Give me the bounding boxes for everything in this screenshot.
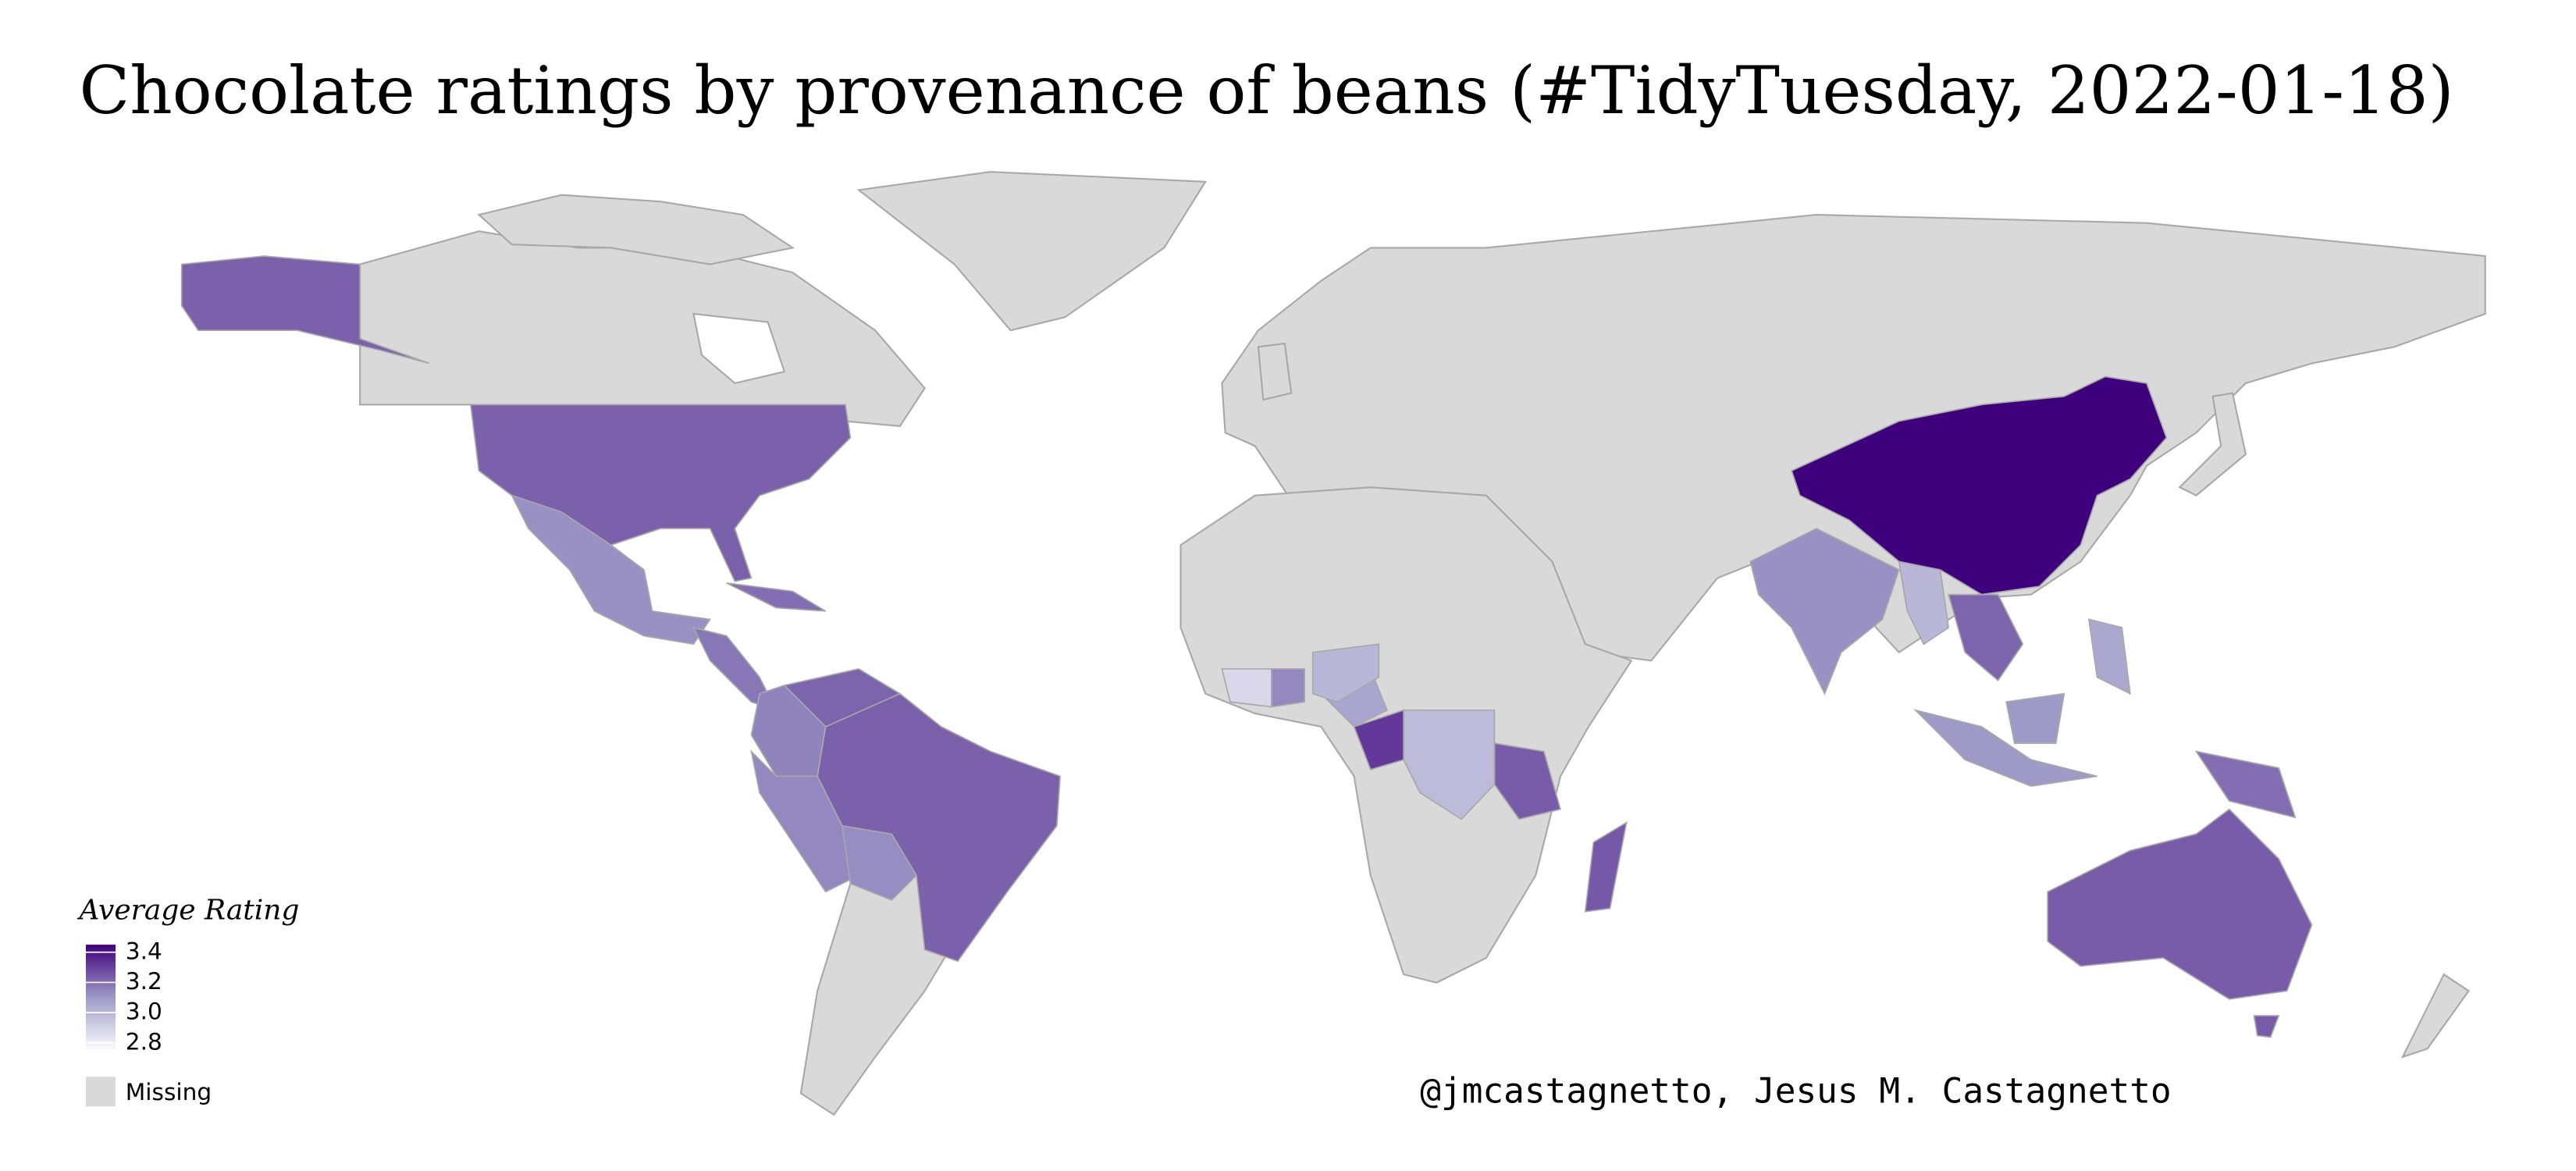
colorbar <box>86 945 116 1051</box>
title: Chocolate ratings by provenance of beans… <box>80 52 2454 129</box>
regions <box>180 255 2313 1038</box>
land-new-zealand <box>2400 973 2470 1059</box>
region <box>1791 376 2168 596</box>
land-arctic <box>477 194 795 265</box>
credit: @jmcastagnetto, Jesus M. Castagnetto <box>1420 1071 2171 1111</box>
region <box>2194 750 2297 819</box>
legend-title: Average Rating <box>77 894 300 926</box>
region <box>817 692 1061 963</box>
hudson-bay <box>692 312 786 385</box>
region <box>1913 709 2097 787</box>
land-japan <box>2178 392 2247 497</box>
region <box>1271 667 1305 708</box>
region <box>1221 667 1272 708</box>
region <box>2087 618 2131 696</box>
legend-tick-label: 3.0 <box>126 998 162 1025</box>
legend-tick-label: 3.4 <box>126 938 162 964</box>
region <box>2005 692 2065 744</box>
legend-tick-label: 2.8 <box>126 1028 162 1055</box>
region <box>2253 1015 2280 1038</box>
region <box>2047 808 2313 1000</box>
region <box>1353 709 1404 771</box>
legend-tick-label: 3.2 <box>126 968 162 995</box>
land-greenland <box>856 171 1208 332</box>
missing-label: Missing <box>126 1079 212 1105</box>
region <box>1948 593 2024 682</box>
region <box>1311 643 1380 703</box>
region <box>180 255 430 365</box>
land-uk <box>1257 342 1293 401</box>
legend: Average Rating Missing 3.4 3.2 3.0 2.8 <box>77 894 300 1107</box>
region <box>1749 528 1900 696</box>
region <box>1584 820 1628 913</box>
region <box>726 582 827 612</box>
missing-swatch <box>86 1077 116 1107</box>
